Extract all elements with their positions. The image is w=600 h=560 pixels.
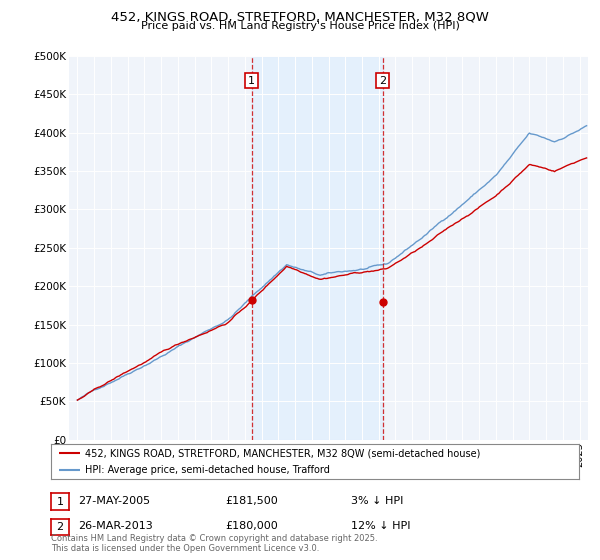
Text: 3% ↓ HPI: 3% ↓ HPI (351, 496, 403, 506)
Text: 2: 2 (379, 76, 386, 86)
Text: 12% ↓ HPI: 12% ↓ HPI (351, 521, 410, 531)
Text: HPI: Average price, semi-detached house, Trafford: HPI: Average price, semi-detached house,… (85, 465, 330, 475)
Text: Price paid vs. HM Land Registry's House Price Index (HPI): Price paid vs. HM Land Registry's House … (140, 21, 460, 31)
Bar (251, 56, 383, 440)
Text: £180,000: £180,000 (225, 521, 278, 531)
Text: 1: 1 (248, 76, 255, 86)
Text: 452, KINGS ROAD, STRETFORD, MANCHESTER, M32 8QW: 452, KINGS ROAD, STRETFORD, MANCHESTER, … (111, 10, 489, 23)
Text: Contains HM Land Registry data © Crown copyright and database right 2025.
This d: Contains HM Land Registry data © Crown c… (51, 534, 377, 553)
Text: 26-MAR-2013: 26-MAR-2013 (78, 521, 153, 531)
Text: 2: 2 (56, 522, 64, 532)
Text: 27-MAY-2005: 27-MAY-2005 (78, 496, 150, 506)
Text: 452, KINGS ROAD, STRETFORD, MANCHESTER, M32 8QW (semi-detached house): 452, KINGS ROAD, STRETFORD, MANCHESTER, … (85, 448, 481, 458)
Text: 1: 1 (56, 497, 64, 507)
Text: £181,500: £181,500 (225, 496, 278, 506)
